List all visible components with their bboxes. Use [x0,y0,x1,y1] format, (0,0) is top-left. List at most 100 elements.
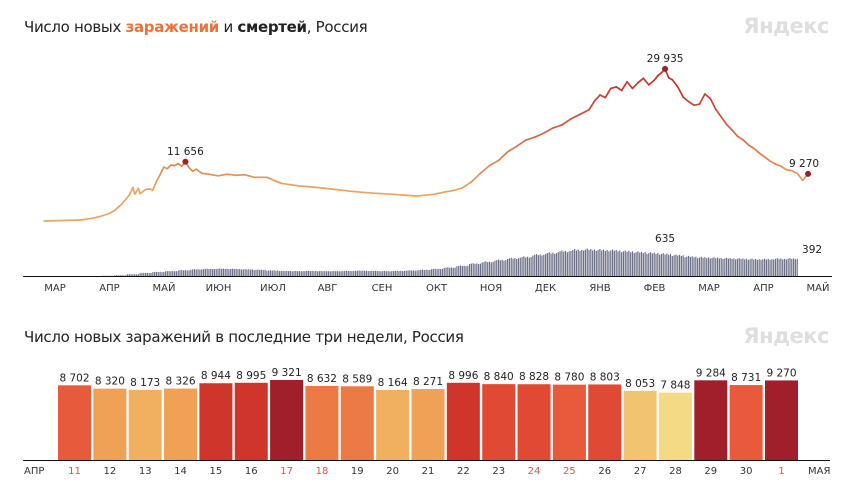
title-cases: заражений [125,18,220,36]
death-bar [756,259,758,276]
death-bar [117,275,120,276]
date-label: 12 [103,466,116,477]
month-label: МАР [698,283,720,294]
death-bar [382,271,384,276]
bar [305,385,339,460]
month-label: ФЕВ [644,283,666,294]
cases-line-segment [488,159,500,167]
death-bar [767,258,769,276]
death-value-label: 392 [802,244,822,256]
death-bar [624,250,626,276]
cases-line-segment [121,194,131,205]
death-bar [123,275,125,276]
cases-line-segment [316,186,337,191]
death-bar [644,252,646,276]
death-bar [554,253,556,276]
death-bar [204,268,206,276]
death-bar [221,268,223,276]
bar [588,384,622,460]
cases-line-segment [139,188,147,195]
death-bar [613,250,615,276]
death-bar [642,253,644,276]
date-label: 22 [457,466,470,477]
death-bar [407,270,409,276]
bottom-chart-title: Число новых заражений в последние три не… [24,328,464,346]
peak-marker [662,65,669,72]
death-bar [490,262,492,276]
death-bar [315,270,317,276]
death-bar [606,249,608,276]
death-bar [345,270,348,276]
death-bar [470,263,472,276]
bar [128,389,162,460]
death-bar [695,256,697,276]
death-bar [646,253,648,276]
cases-line-segment [334,188,355,193]
death-bar [494,260,496,276]
death-bar [769,259,771,276]
death-bar [166,271,168,276]
death-bar [349,270,351,276]
value-label: 29 935 [647,53,684,65]
cases-line-segment [159,166,165,176]
death-bar [604,250,606,276]
death-bar [302,271,304,276]
death-bar [711,257,713,276]
cases-line-segment [642,77,650,86]
death-bar [651,253,653,276]
death-bar [309,271,311,276]
death-bar [161,272,163,276]
bar [270,380,304,460]
cases-line-segment [425,193,437,196]
date-label: 20 [386,466,399,477]
death-bar [219,268,221,276]
death-bar [579,250,581,276]
month-label: ОКТ [426,283,448,294]
death-bar [706,258,708,276]
death-bar [362,270,364,276]
title-suffix: , Россия [306,18,368,36]
cases-line-segment [626,80,634,90]
cases-line-segment [137,187,142,195]
death-bar [394,270,396,276]
death-bar [707,257,710,276]
death-bar [570,250,572,276]
death-bar [134,274,136,276]
death-bar [749,259,751,276]
death-bar [601,250,603,276]
death-bar [192,269,194,276]
death-bar [660,253,663,276]
cases-line-segment [452,187,464,192]
death-bar [543,254,545,276]
death-bar [640,251,643,276]
death-bar [633,253,635,276]
death-bar [432,268,434,276]
value-label: 9 270 [789,158,819,170]
cases-line-segment [676,86,685,98]
death-bar [306,270,308,276]
death-bar [572,249,574,276]
death-bar [559,251,561,276]
death-bar [282,270,284,276]
death-bar [792,258,795,276]
death-bar [450,267,453,276]
death-bar [476,263,478,276]
cases-line-segment [416,194,427,197]
death-bar [521,257,523,276]
death-bar [242,269,244,276]
death-bar [351,271,353,276]
death-bar [771,259,773,276]
date-label: 19 [351,466,364,477]
death-bar [197,269,199,276]
death-bar [593,249,596,276]
death-bar [436,269,438,276]
cases-line-segment [235,173,246,177]
death-bar [700,256,702,276]
bar-value-label: 9 270 [766,367,796,379]
death-bar [405,270,407,276]
title-prefix: Число новых [24,18,126,36]
bar [658,392,692,460]
death-bar [146,272,149,276]
bar [482,384,516,460]
cases-line-segment [588,100,596,111]
